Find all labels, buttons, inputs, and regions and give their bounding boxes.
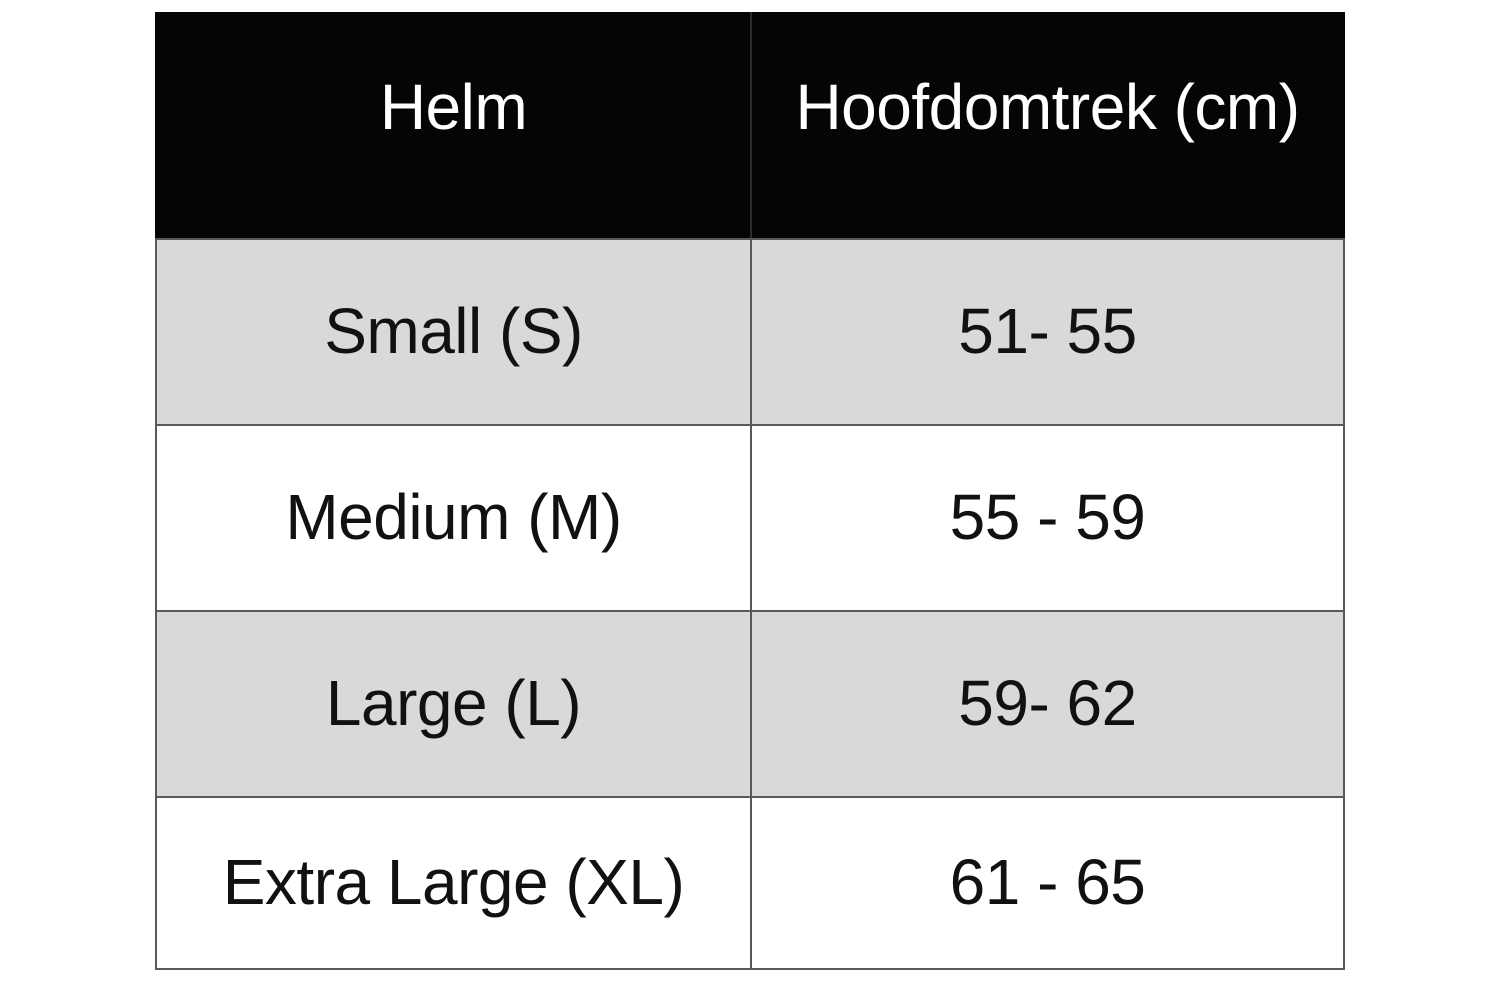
table-header: Helm Hoofdomtrek (cm) bbox=[155, 12, 1345, 240]
table-body: Small (S) 51- 55 Medium (M) 55 - 59 Larg… bbox=[155, 238, 1345, 970]
cell-size-extra-large: Extra Large (XL) bbox=[155, 796, 752, 970]
cell-size-large: Large (L) bbox=[155, 610, 752, 798]
table-row: Medium (M) 55 - 59 bbox=[155, 424, 1345, 612]
header-row: Helm Hoofdomtrek (cm) bbox=[155, 12, 1345, 240]
table-row: Large (L) 59- 62 bbox=[155, 610, 1345, 798]
cell-range-large: 59- 62 bbox=[750, 610, 1345, 798]
cell-range-medium: 55 - 59 bbox=[750, 424, 1345, 612]
table-row: Extra Large (XL) 61 - 65 bbox=[155, 796, 1345, 970]
cell-range-small: 51- 55 bbox=[750, 238, 1345, 426]
table-row: Small (S) 51- 55 bbox=[155, 238, 1345, 426]
cell-size-small: Small (S) bbox=[155, 238, 752, 426]
cell-range-extra-large: 61 - 65 bbox=[750, 796, 1345, 970]
column-header-head-circumference: Hoofdomtrek (cm) bbox=[750, 12, 1345, 240]
cell-size-medium: Medium (M) bbox=[155, 424, 752, 612]
helmet-size-chart-table: Helm Hoofdomtrek (cm) Small (S) 51- 55 M… bbox=[155, 12, 1345, 970]
column-header-helmet-size: Helm bbox=[155, 12, 752, 240]
